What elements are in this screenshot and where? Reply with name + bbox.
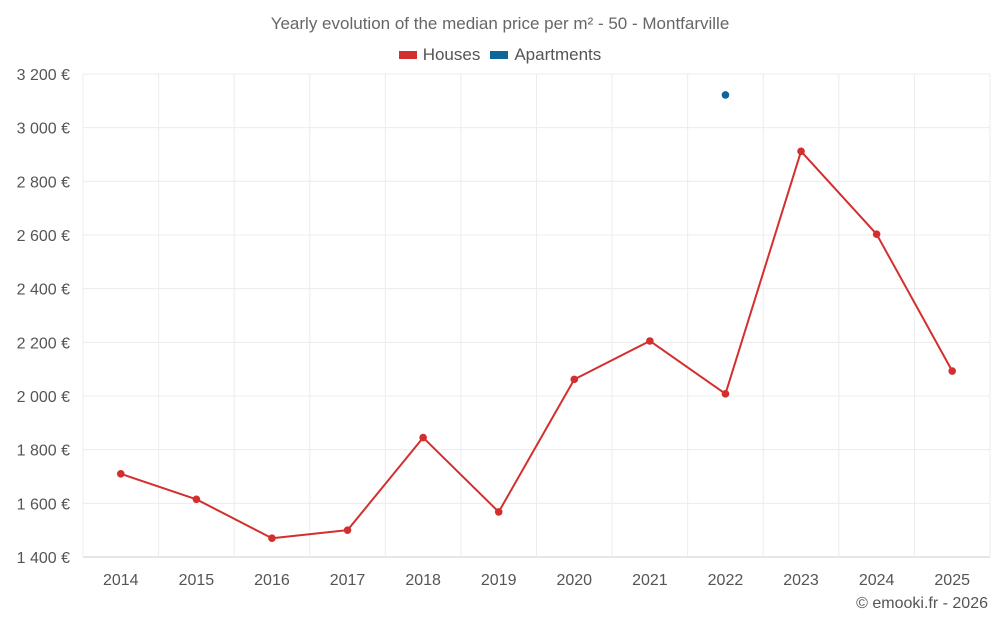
data-point-houses (192, 495, 201, 504)
x-tick-label: 2024 (859, 572, 895, 589)
data-point-houses (343, 526, 352, 534)
data-point-houses (268, 534, 276, 543)
chart-legend: Houses Apartments (0, 45, 1000, 65)
y-tick-label: 3 200 € (17, 67, 70, 84)
y-tick-label: 1 800 € (17, 443, 70, 460)
y-tick-label: 2 200 € (17, 335, 70, 352)
series-line-houses (120, 150, 954, 540)
data-point-houses (419, 433, 427, 442)
data-point-houses (116, 470, 125, 478)
data-point-houses (872, 230, 881, 238)
x-tick-label: 2014 (103, 572, 139, 589)
x-tick-label: 2025 (934, 572, 970, 589)
y-tick-label: 1 600 € (17, 496, 70, 513)
y-tick-label: 1 400 € (17, 550, 70, 567)
x-tick-label: 2019 (481, 572, 517, 589)
data-point-houses (646, 337, 654, 345)
x-tick-label: 2023 (783, 572, 819, 589)
legend-item-apartments[interactable]: Apartments (490, 45, 601, 65)
copyright-credit: © emooki.fr - 2026 (856, 595, 988, 612)
data-point-houses (797, 147, 805, 156)
x-tick-label: 2018 (405, 572, 441, 589)
y-tick-label: 2 800 € (17, 174, 70, 191)
x-tick-label: 2017 (330, 572, 366, 589)
data-point-houses (721, 390, 730, 398)
y-tick-label: 2 400 € (17, 282, 70, 299)
data-point-houses (570, 375, 579, 384)
legend-swatch-houses (398, 51, 417, 59)
x-tick-label: 2015 (179, 572, 215, 589)
data-point-houses (494, 508, 503, 516)
x-tick-label: 2020 (556, 572, 592, 589)
data-point-apartments (721, 91, 730, 99)
y-tick-label: 2 000 € (17, 389, 70, 406)
x-tick-label: 2021 (632, 572, 668, 589)
x-tick-label: 2022 (708, 572, 744, 589)
legend-swatch-apartments (490, 51, 509, 59)
chart-title: Yearly evolution of the median price per… (270, 14, 730, 33)
legend-label-apartments: Apartments (514, 45, 602, 64)
legend-item-houses[interactable]: Houses (398, 45, 481, 65)
legend-label-houses: Houses (422, 45, 481, 64)
x-tick-label: 2016 (254, 572, 290, 589)
y-tick-label: 3 000 € (17, 121, 70, 138)
data-point-houses (948, 367, 957, 375)
y-tick-label: 2 600 € (17, 228, 70, 245)
